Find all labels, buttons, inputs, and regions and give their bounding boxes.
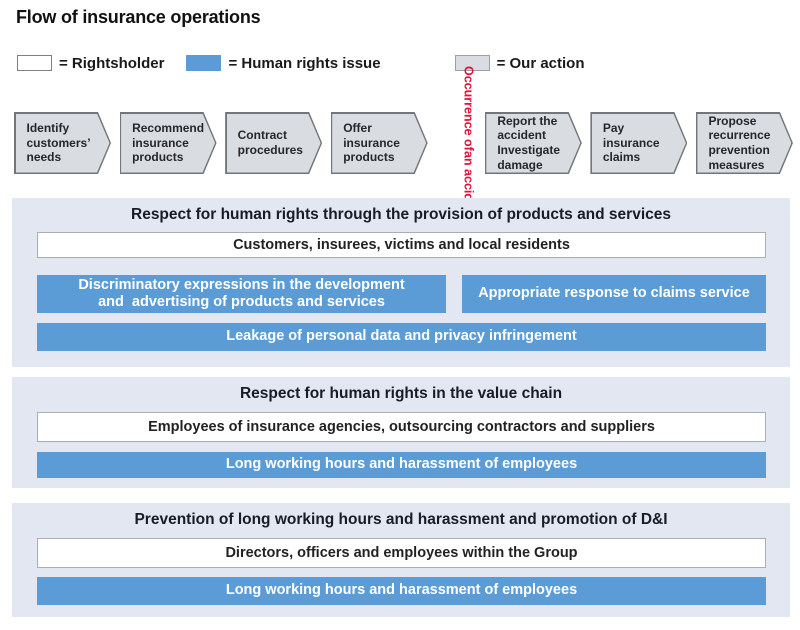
rightsholder-box: Directors, officers and employees within… — [37, 538, 766, 568]
occurrence-of-accident-divider: Occurrence of an accident — [436, 66, 476, 220]
flow-step-recommend-products: Recommend insurance products — [120, 112, 217, 174]
flow-step-label: Recommend insurance products — [132, 121, 205, 165]
flow-step-pay-claims: Pay insurance claims — [590, 112, 687, 174]
legend-item-human-rights-issue: = Human rights issue — [186, 54, 381, 72]
occurrence-line-1: Occurrence of — [461, 66, 476, 151]
flow-step-identify-needs: Identify customers’ needs — [14, 112, 111, 174]
issues-row: Discriminatory expressions in the develo… — [37, 275, 766, 313]
section-heading: Respect for human rights in the value ch… — [239, 385, 563, 402]
section-value-chain: Respect for human rights in the value ch… — [12, 377, 790, 488]
issue-box-claims-service: Appropriate response to claims service — [462, 275, 766, 313]
rightsholder-box: Employees of insurance agencies, outsour… — [37, 412, 766, 442]
issue-text: Long working hours and harassment of emp… — [225, 582, 578, 599]
process-flow: Identify customers’ needs Recommend insu… — [14, 66, 793, 220]
section-prevention-and-di: Prevention of long working hours and har… — [12, 503, 790, 617]
legend-label: = Our action — [496, 54, 585, 72]
section-products-and-services: Respect for human rights through the pro… — [12, 198, 790, 367]
issue-text: Long working hours and harassment of emp… — [225, 456, 578, 473]
legend-label: = Rightsholder — [59, 54, 165, 72]
page-title: Flow of insurance operations — [16, 7, 261, 27]
legend: = Rightsholder = Human rights issue = Ou… — [17, 54, 585, 72]
rightsholder-text: Customers, insurees, victims and local r… — [233, 237, 570, 253]
flow-step-label: Contract procedures — [237, 128, 303, 157]
issue-text-line: and advertising of products and services — [98, 294, 385, 310]
section-heading: Respect for human rights through the pro… — [131, 206, 671, 223]
section-heading: Prevention of long working hours and har… — [134, 511, 668, 528]
flow-step-report-accident: Report the accident Investigate damage — [485, 112, 582, 174]
flow-step-offer-products: Offer insurance products — [331, 112, 428, 174]
issue-text: Leakage of personal data and privacy inf… — [226, 328, 577, 345]
flow-step-contract-procedures: Contract procedures — [225, 112, 322, 174]
issue-text-line: Discriminatory expressions in the develo… — [78, 276, 405, 293]
our-action-swatch — [454, 55, 490, 71]
flow-step-label: Report the accident Investigate damage — [497, 113, 561, 172]
issue-box-long-working-hours: Long working hours and harassment of emp… — [37, 577, 766, 605]
issue-box-discriminatory-expressions: Discriminatory expressions in the develo… — [37, 275, 446, 313]
rightsholder-swatch — [17, 55, 52, 71]
flow-step-label: Offer insurance products — [343, 121, 400, 165]
human-rights-issue-swatch — [186, 55, 222, 71]
flow-step-propose-prevention: Propose recurrence prevention measures — [696, 112, 793, 174]
flow-step-label: Identify customers’ needs — [26, 121, 90, 165]
rightsholder-box: Customers, insurees, victims and local r… — [37, 232, 766, 258]
rightsholder-text: Directors, officers and employees within… — [225, 545, 578, 561]
rightsholder-text: Employees of insurance agencies, outsour… — [148, 419, 655, 435]
legend-item-our-action: = Our action — [454, 54, 585, 72]
flow-step-label: Pay insurance claims — [602, 121, 660, 165]
legend-item-rightsholder: = Rightsholder — [17, 55, 164, 72]
flow-step-label: Propose recurrence prevention measures — [708, 113, 771, 172]
issue-box-data-leakage: Leakage of personal data and privacy inf… — [37, 323, 766, 351]
issue-box-long-working-hours: Long working hours and harassment of emp… — [37, 452, 766, 478]
legend-label: = Human rights issue — [228, 54, 381, 72]
issue-text: Appropriate response to claims service — [478, 285, 750, 302]
